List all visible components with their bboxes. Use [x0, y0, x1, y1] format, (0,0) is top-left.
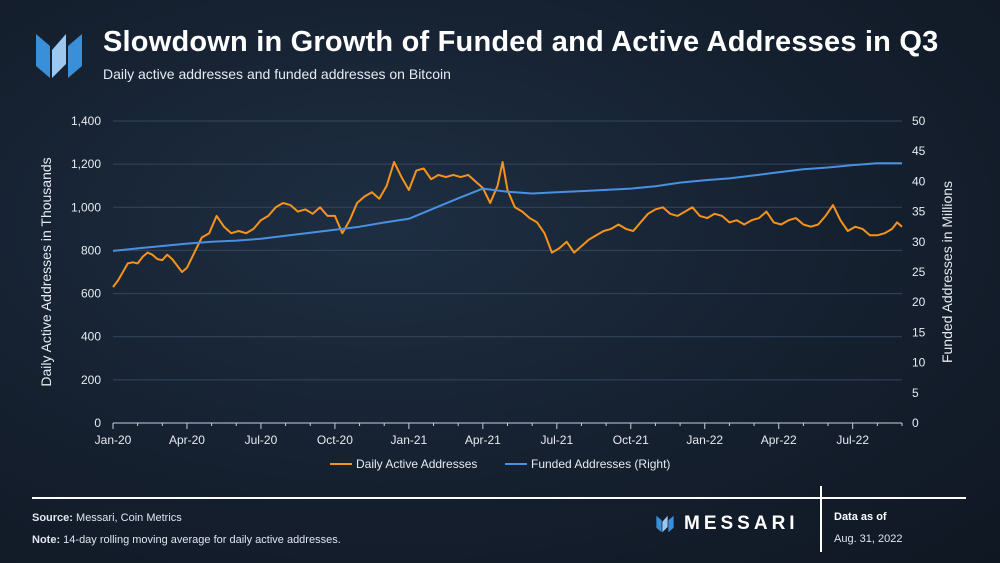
- source-text: Messari, Coin Metrics: [72, 512, 182, 524]
- x-tick-label: Apr-22: [761, 433, 797, 447]
- x-tick-label: Oct-21: [613, 433, 649, 447]
- y-right-tick-label: 35: [912, 205, 926, 219]
- y-right-tick-label: 50: [912, 114, 926, 128]
- x-tick-label: Jul-20: [245, 433, 278, 447]
- x-tick-label: Jan-21: [391, 433, 428, 447]
- x-tick-label: Jul-22: [836, 433, 869, 447]
- data-as-of-label: Data as of: [834, 511, 887, 523]
- y-left-tick-label: 400: [81, 330, 101, 344]
- y-left-tick-label: 1,400: [71, 114, 101, 128]
- y-left-tick-label: 0: [94, 416, 101, 430]
- legend-funded-label: Funded Addresses (Right): [531, 457, 670, 471]
- x-tick-label: Apr-20: [169, 433, 205, 447]
- y-right-tick-label: 15: [912, 325, 926, 339]
- note-label: Note:: [32, 534, 61, 546]
- y-right-tick-label: 20: [912, 295, 926, 309]
- y-right-tick-label: 5: [912, 386, 919, 400]
- note-text: 14-day rolling moving average for daily …: [60, 534, 341, 546]
- y-left-tick-label: 800: [81, 243, 101, 257]
- chart-title: Slowdown in Growth of Funded and Active …: [103, 26, 939, 58]
- x-tick-label: Apr-21: [465, 433, 501, 447]
- data-as-of-date: Aug. 31, 2022: [834, 533, 903, 545]
- y-left-tick-label: 200: [81, 373, 101, 387]
- source-line: Source: Messari, Coin Metrics: [32, 512, 182, 524]
- daily-active-addresses-line: [112, 161, 903, 288]
- legend-daily-active-label: Daily Active Addresses: [356, 457, 477, 471]
- x-tick-label: Jan-22: [686, 433, 723, 447]
- x-tick-label: Oct-20: [317, 433, 353, 447]
- y-right-tick-label: 30: [912, 235, 926, 249]
- y-right-tick-label: 45: [912, 144, 926, 158]
- x-tick-label: Jan-20: [95, 433, 132, 447]
- y-right-tick-label: 0: [912, 416, 919, 430]
- brand-wordmark: MESSARI: [654, 513, 799, 535]
- y-right-axis-title: Funded Addresses in Millions: [939, 181, 955, 363]
- funded-addresses-line: [112, 162, 902, 252]
- footer-divider: [32, 497, 966, 499]
- chart-subtitle: Daily active addresses and funded addres…: [103, 66, 451, 82]
- source-label: Source:: [32, 512, 73, 524]
- y-right-tick-label: 25: [912, 265, 926, 279]
- note-line: Note: 14-day rolling moving average for …: [32, 534, 341, 546]
- footer-vertical-divider: [820, 486, 822, 552]
- y-left-tick-label: 1,000: [71, 200, 101, 214]
- y-left-tick-label: 1,200: [71, 157, 101, 171]
- messari-small-logo-icon: [656, 515, 674, 533]
- brand-text: MESSARI: [684, 513, 799, 534]
- y-left-tick-label: 600: [81, 287, 101, 301]
- y-right-tick-label: 40: [912, 174, 926, 188]
- y-left-axis-title: Daily Active Addresses in Thousands: [38, 157, 54, 386]
- y-right-tick-label: 10: [912, 356, 926, 370]
- x-tick-label: Jul-21: [540, 433, 573, 447]
- messari-logo-icon: [36, 34, 82, 78]
